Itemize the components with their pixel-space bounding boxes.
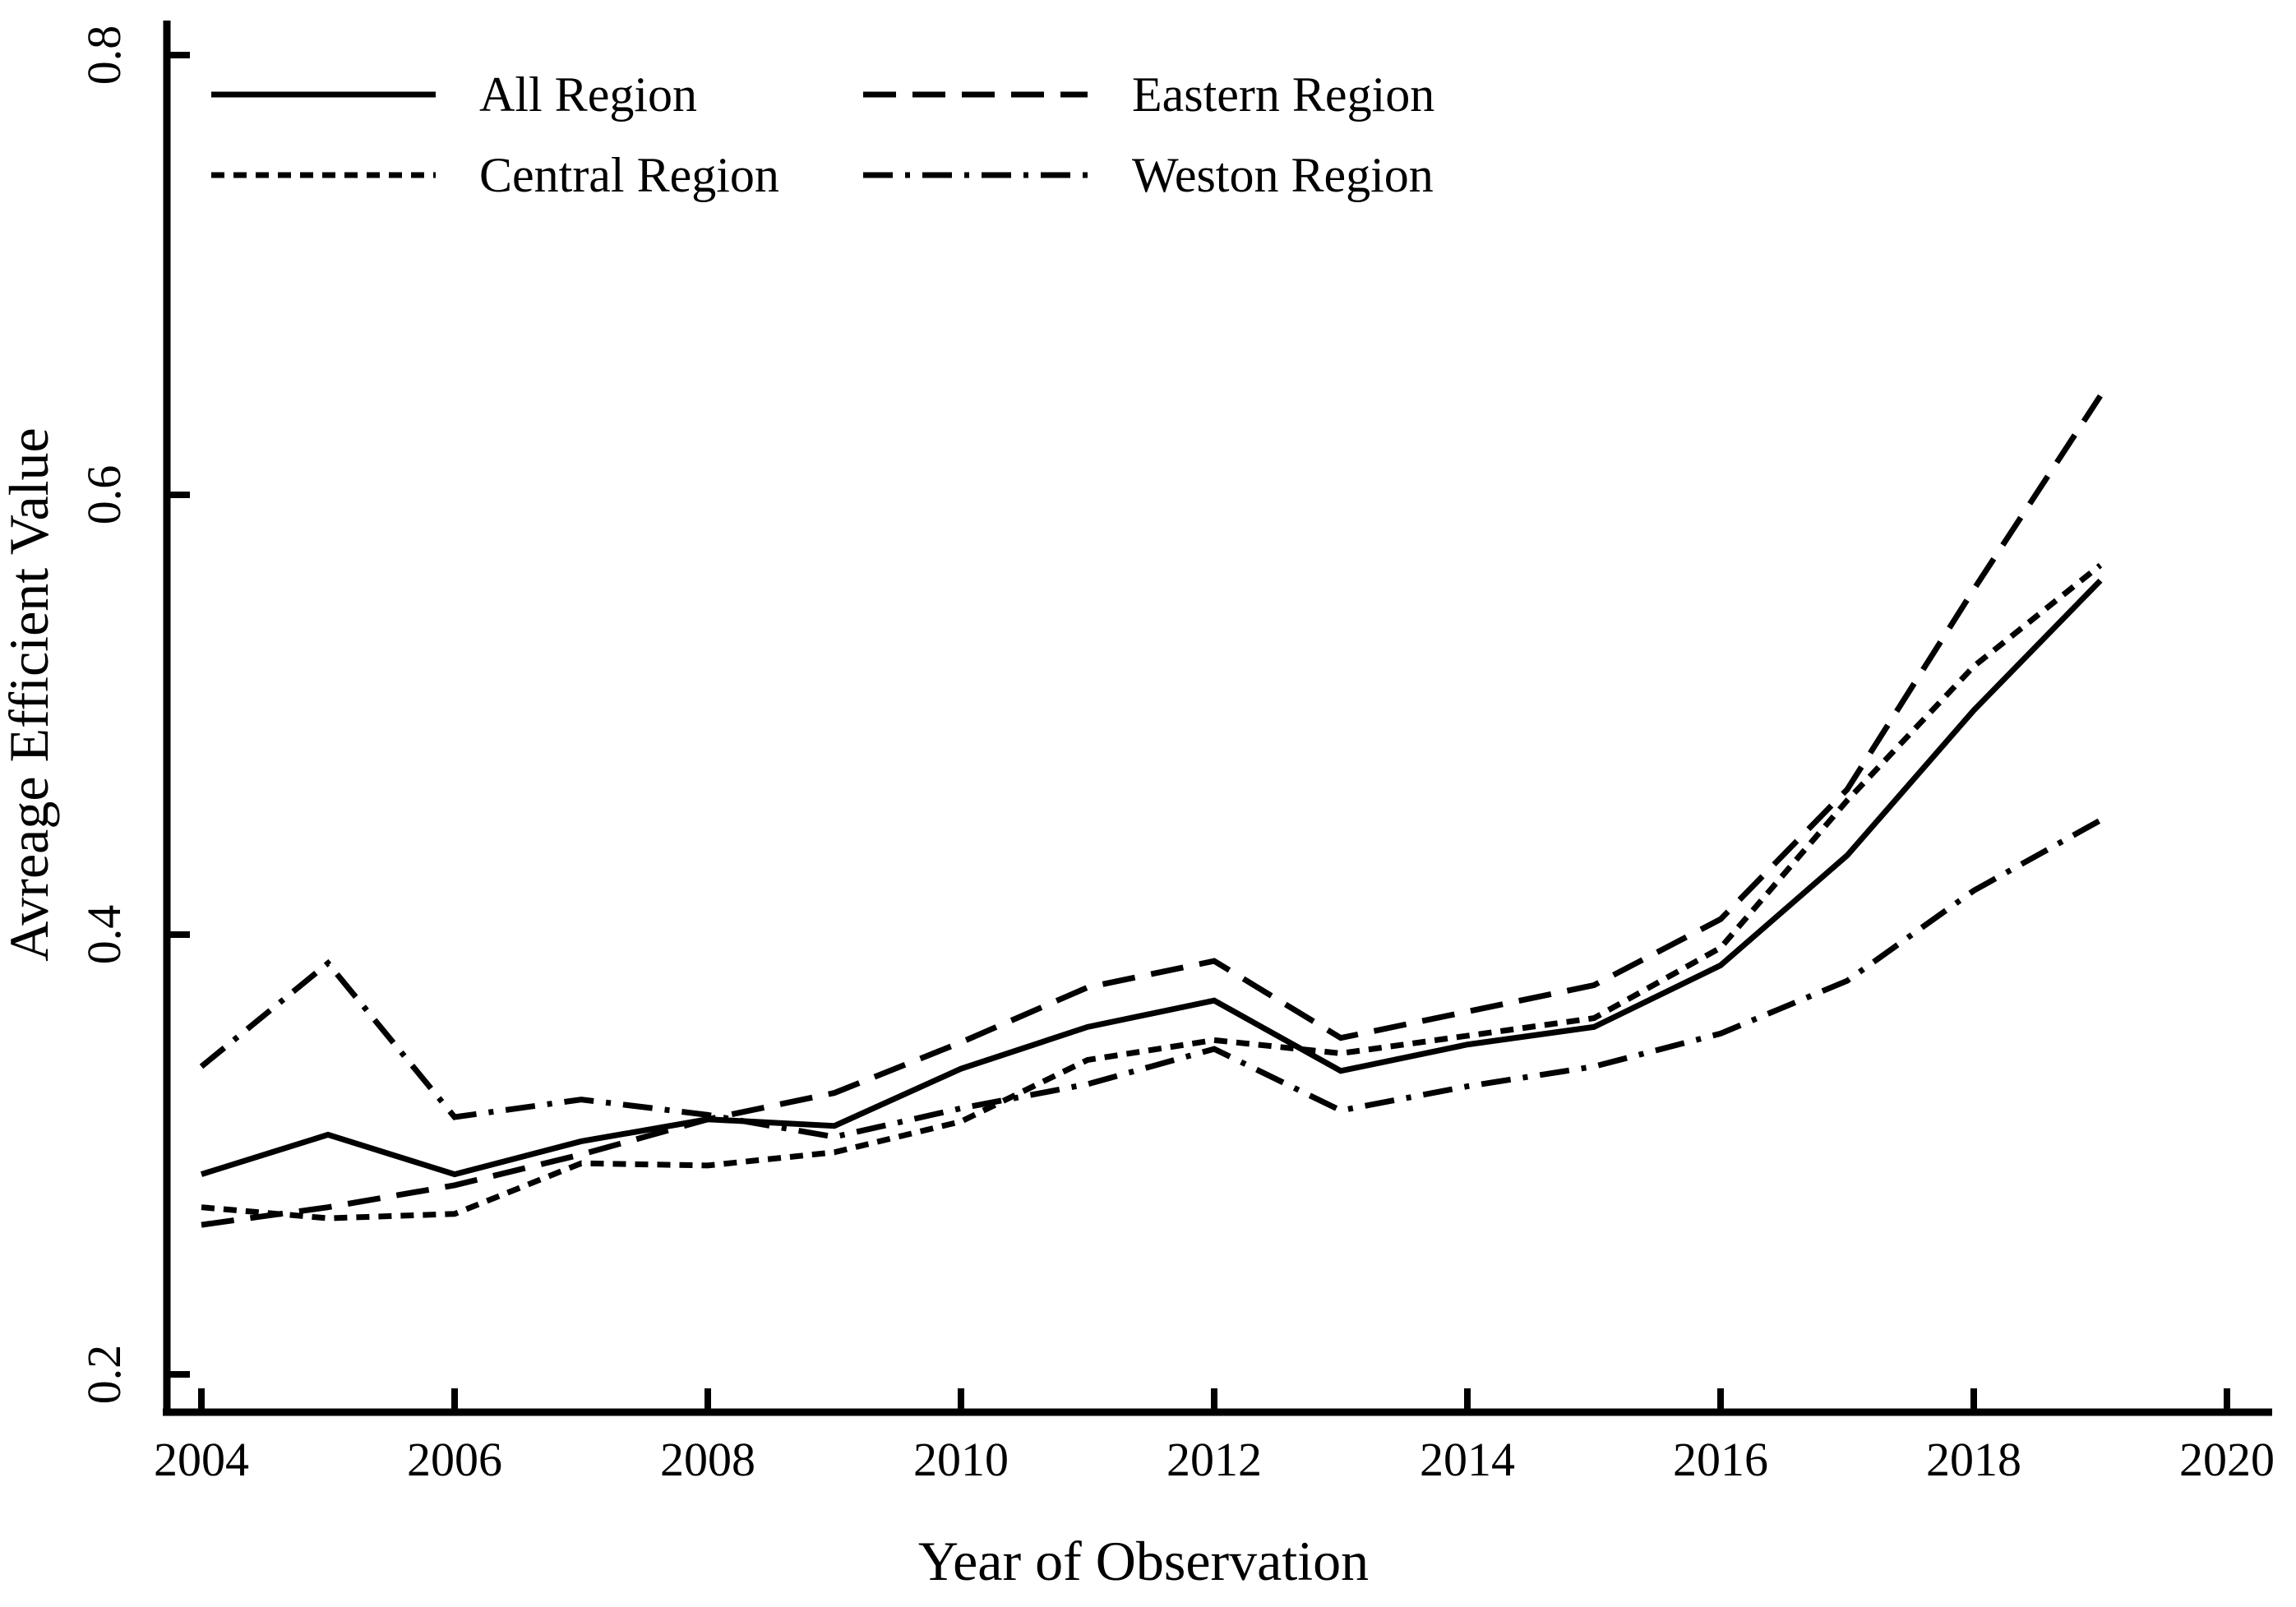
x-tick-label-2006: 2006 (407, 1433, 502, 1486)
series-line-central-region (201, 562, 2103, 1221)
legend-item-all-region: All Region (211, 67, 697, 122)
legend-label-weston-region: Weston Region (1132, 148, 1434, 202)
series-line-all-region (200, 578, 2103, 1178)
x-tick-label-2010: 2010 (913, 1433, 1009, 1486)
y-axis-ticks: 0.2 0.4 0.6 0.8 (77, 25, 190, 1405)
legend-label-all-region: All Region (479, 67, 697, 122)
x-axis-ticks: 2004 2006 2008 2010 2012 2014 2016 2018 2020 (154, 1388, 2275, 1486)
y-tick-label-0.8: 0.8 (77, 25, 131, 85)
series-line-eastern-region (201, 394, 2103, 1228)
x-tick-label-2012: 2012 (1166, 1433, 1262, 1486)
x-tick-label-2004: 2004 (154, 1433, 249, 1486)
x-tick-label-2018: 2018 (1926, 1433, 2021, 1486)
y-tick-label-0.4: 0.4 (77, 905, 131, 965)
legend-item-eastern-region: Eastern Region (863, 67, 1434, 122)
x-tick-label-2020: 2020 (2179, 1433, 2275, 1486)
y-tick-label-0.2: 0.2 (77, 1345, 131, 1405)
series-line-weston-region (199, 817, 2102, 1140)
y-tick-label-0.6: 0.6 (77, 465, 131, 525)
legend-label-eastern-region: Eastern Region (1132, 67, 1434, 122)
legend-label-central-region: Central Region (479, 148, 779, 202)
x-tick-label-2008: 2008 (660, 1433, 755, 1486)
legend-item-central-region: Central Region (211, 148, 779, 202)
x-tick-label-2016: 2016 (1673, 1433, 1768, 1486)
x-axis-title: Year of Observation (918, 1530, 1369, 1592)
legend: All Region Eastern Region Central Region We… (211, 67, 1434, 202)
legend-item-weston-region: Weston Region (863, 148, 1434, 202)
series-lines (199, 394, 2103, 1228)
x-tick-label-2014: 2014 (1420, 1433, 1515, 1486)
y-axis-title: Avreage Efficient Value (0, 427, 60, 962)
plot-area (167, 21, 2272, 1412)
